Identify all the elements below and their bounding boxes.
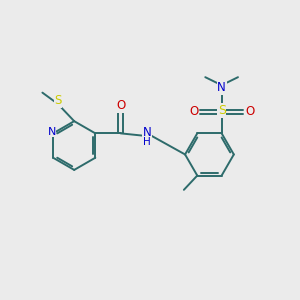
Text: S: S	[54, 94, 61, 107]
Text: N: N	[143, 126, 152, 139]
Text: O: O	[116, 99, 125, 112]
Text: N: N	[217, 81, 226, 94]
Text: O: O	[245, 105, 254, 118]
Text: H: H	[143, 137, 151, 147]
Text: S: S	[218, 104, 226, 117]
Text: O: O	[189, 105, 198, 118]
Text: N: N	[47, 127, 56, 137]
